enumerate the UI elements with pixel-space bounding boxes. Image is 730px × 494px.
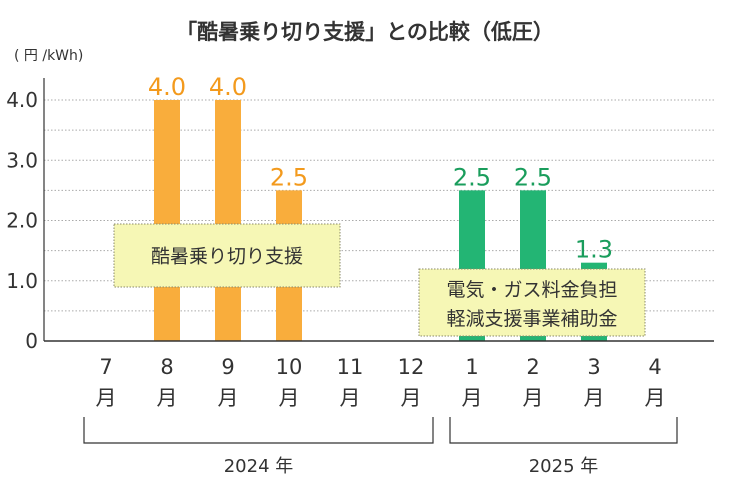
x-tick-label: 11 [337,355,364,379]
y-tick-label: 0 [25,329,38,353]
x-tick-month-suffix: 月 [218,386,239,410]
y-axis-unit: ( 円 /kWh) [14,48,83,64]
bar-value-label: 2.5 [514,163,552,191]
year-bracket [83,417,434,444]
data-labels: 4.0 4.0 2.5 2.5 2.5 1.3 [148,73,613,264]
bar [154,100,180,341]
year-brackets: 2024 年 2025 年 [83,417,678,477]
x-axis-ticks: 7 月 8 月 9 月 10 月 11 月 12 月 1 月 2 月 3 月 4 月 [96,355,666,410]
x-tick-month-suffix: 月 [523,386,544,410]
x-tick-label: 12 [398,355,425,379]
x-tick-month-suffix: 月 [645,386,666,410]
legend-box-kokusho-frame [113,223,341,288]
x-tick-label: 1 [465,355,478,379]
bar-value-label: 4.0 [148,73,186,101]
x-tick-label: 9 [221,355,234,379]
y-tick-label: 3.0 [6,148,38,172]
x-tick-month-suffix: 月 [340,386,361,410]
bar-value-label: 1.3 [575,236,613,264]
bar-value-label: 4.0 [209,73,247,101]
y-tick-label: 1.0 [6,269,38,293]
legend-label-kokusho: 酷暑乗り切り支援 [151,246,303,268]
x-tick-month-suffix: 月 [96,386,117,410]
bar [215,100,241,341]
legend-box-subsidy: 電気・ガス料金負担 軽減支援事業補助金 [418,268,646,337]
x-tick-label: 4 [648,355,661,379]
y-tick-label: 2.0 [6,209,38,233]
x-tick-label: 8 [160,355,173,379]
bar-value-label: 2.5 [453,163,491,191]
legend-label-subsidy-line1: 電気・ガス料金負担 [446,279,617,301]
year-bracket [449,417,678,444]
chart-title: 「酷暑乗り切り支援」との比較（低圧） [176,20,554,44]
x-tick-label: 10 [276,355,303,379]
x-tick-label: 3 [587,355,600,379]
y-tick-label: 4.0 [6,88,38,112]
bar-value-label: 2.5 [270,163,308,191]
x-tick-month-suffix: 月 [279,386,300,410]
x-tick-month-suffix: 月 [462,386,483,410]
x-tick-label: 7 [99,355,112,379]
year-label: 2024 年 [224,456,294,477]
x-tick-month-suffix: 月 [401,386,422,410]
x-tick-month-suffix: 月 [584,386,605,410]
y-axis-ticks: 0 1.0 2.0 3.0 4.0 [6,88,38,353]
x-tick-month-suffix: 月 [157,386,178,410]
year-label: 2025 年 [529,456,599,477]
x-tick-label: 2 [526,355,539,379]
legend-box-subsidy-frame [418,268,646,337]
legend-box-kokusho: 酷暑乗り切り支援 [113,223,341,288]
legend-label-subsidy-line2: 軽減支援事業補助金 [446,308,617,330]
